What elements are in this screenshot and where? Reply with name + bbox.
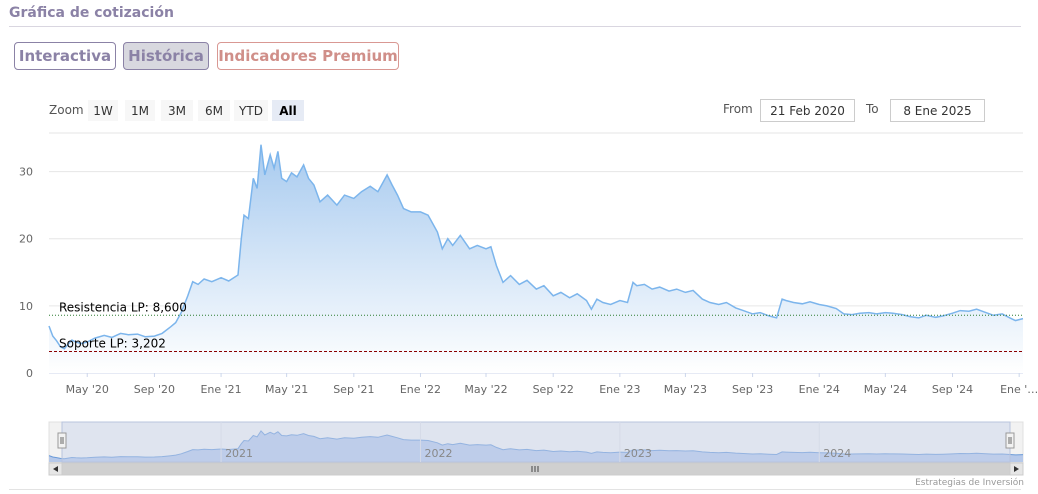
x-tick-label: Sep '21 [333,383,374,396]
navigator-year-label: 2023 [624,447,652,460]
navigator-right-handle[interactable] [1005,432,1015,449]
navigator-year-label: 2022 [424,447,452,460]
navigator-year-label: 2021 [225,447,253,460]
zoom-3m-button[interactable]: 3M [161,100,193,121]
range-to-label: To [866,102,879,116]
range-to-input[interactable]: 8 Ene 2025 [890,99,985,122]
navigator-scrollbar[interactable] [48,462,1024,476]
scroll-left-arrow-icon [53,466,58,472]
x-tick-label: Ene '24 [799,383,840,396]
x-tick-label: Ene '21 [200,383,241,396]
price-area [49,144,1023,373]
x-tick-label: Ene '… [1000,383,1038,396]
navigator-selection[interactable] [61,421,1011,463]
tab-historica[interactable]: Histórica [123,42,209,70]
x-tick-label: May '20 [66,383,109,396]
title-divider [9,26,1021,27]
scrollbar-thumb[interactable] [61,462,1011,476]
tab-indicadores-premium[interactable]: Indicadores Premium [217,42,399,70]
zoom-ytd-button[interactable]: YTD [234,100,268,121]
tab-interactiva[interactable]: Interactiva [14,42,116,70]
navigator-year-label: 2024 [823,447,851,460]
page-title: Gráfica de cotización [9,5,174,21]
x-tick-label: May '21 [265,383,308,396]
navigator-area [49,430,1023,462]
x-tick-label: Sep '23 [732,383,773,396]
scroll-right-arrow-icon [1014,466,1019,472]
handle-box [1005,432,1015,449]
x-tick-label: Sep '22 [533,383,574,396]
zoom-1w-button[interactable]: 1W [88,100,118,121]
resistance-label: Resistencia LP: 8,600 [59,300,187,314]
navigator-line [48,430,1024,460]
x-tick-label: May '22 [464,383,507,396]
x-tick-label: Ene '22 [400,383,441,396]
x-tick-label: Sep '20 [134,383,175,396]
price-line [48,144,1024,350]
range-from-label: From [723,102,753,116]
y-tick-label: 30 [19,166,33,179]
bottom-divider [9,489,1021,490]
x-tick-label: May '23 [664,383,707,396]
y-tick-label: 20 [19,233,33,246]
y-tick-label: 0 [26,367,33,380]
zoom-label: Zoom [49,103,84,117]
chart-credit: Estrategias de Inversión [915,477,1024,488]
y-tick-label: 10 [19,300,33,313]
range-from-input[interactable]: 21 Feb 2020 [760,99,855,122]
zoom-1m-button[interactable]: 1M [125,100,155,121]
x-tick-label: May '24 [864,383,907,396]
x-tick-label: Ene '23 [599,383,640,396]
handle-box [57,432,67,449]
zoom-6m-button[interactable]: 6M [198,100,230,121]
support-label: Soporte LP: 3,202 [59,337,166,351]
navigator-left-handle[interactable] [57,432,67,449]
zoom-all-button[interactable]: All [272,100,304,121]
x-tick-label: Sep '24 [932,383,973,396]
